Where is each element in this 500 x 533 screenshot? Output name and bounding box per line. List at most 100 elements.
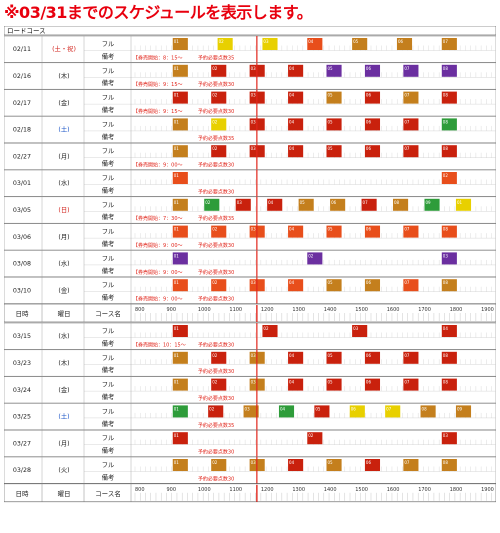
session-number: 04 xyxy=(289,119,295,124)
session-number: 04 xyxy=(308,39,314,44)
session-block xyxy=(172,225,188,238)
day-weekday: (月) xyxy=(58,152,69,160)
day-date: 03/10 xyxy=(13,287,31,294)
hour-label: 1700 xyxy=(418,307,431,313)
course-note: 備考 xyxy=(102,365,115,374)
course-note: 備考 xyxy=(102,446,115,455)
course-bar xyxy=(4,26,496,36)
day-date: 02/27 xyxy=(13,153,31,160)
course-full: フル xyxy=(102,407,115,415)
session-number: 08 xyxy=(443,460,449,465)
hour-label: 1400 xyxy=(324,487,337,493)
session-block xyxy=(352,325,368,337)
session-block xyxy=(441,145,457,158)
session-block xyxy=(288,351,304,364)
hour-label: 1000 xyxy=(198,487,211,493)
session-number: 02 xyxy=(212,353,218,358)
session-number: 05 xyxy=(327,353,333,358)
session-block xyxy=(326,378,342,391)
session-number: 04 xyxy=(289,66,295,71)
session-number: 07 xyxy=(404,66,410,71)
course-note: 備考 xyxy=(102,293,115,302)
session-block xyxy=(349,405,365,418)
reserve-note: 予約必要点数30 xyxy=(198,475,234,482)
session-number: 03 xyxy=(251,93,257,98)
session-block xyxy=(420,405,436,418)
session-block xyxy=(424,198,440,211)
session-number: 01 xyxy=(174,39,180,44)
session-number: 07 xyxy=(363,200,369,205)
day-weekday: (水) xyxy=(58,178,69,187)
session-block xyxy=(298,198,314,211)
course-note: 備考 xyxy=(102,185,115,194)
day-weekday: (土) xyxy=(58,125,69,134)
course-note: 備考 xyxy=(102,392,115,401)
course-full: フル xyxy=(102,281,115,289)
course-note: 備考 xyxy=(102,132,115,141)
session-block xyxy=(385,405,401,418)
session-block xyxy=(326,279,342,292)
session-number: 04 xyxy=(289,353,295,358)
session-block xyxy=(403,378,419,391)
session-block xyxy=(330,198,346,211)
day-weekday: (月) xyxy=(58,439,69,447)
course-note: 備考 xyxy=(102,266,115,275)
hour-label: 1800 xyxy=(450,307,463,313)
session-block xyxy=(441,459,457,471)
session-block xyxy=(172,351,188,364)
session-block xyxy=(288,118,304,131)
hour-label: 1700 xyxy=(418,487,431,493)
session-block xyxy=(211,91,227,104)
session-block xyxy=(172,378,188,391)
day-date: 03/01 xyxy=(13,180,31,187)
session-block xyxy=(364,145,381,158)
day-date: 03/15 xyxy=(13,333,31,340)
session-number: 05 xyxy=(327,227,333,232)
course-full: フル xyxy=(102,381,115,389)
session-number: 05 xyxy=(327,280,333,285)
course-full: フル xyxy=(102,201,115,209)
session-block xyxy=(262,325,278,337)
session-number: 01 xyxy=(174,326,180,331)
hour-label: 1800 xyxy=(450,487,463,493)
reserve-note: 予約必要点数30 xyxy=(198,162,234,169)
session-number: 04 xyxy=(268,200,274,205)
session-block xyxy=(364,225,381,238)
day-date: 03/23 xyxy=(13,360,31,367)
session-number: 07 xyxy=(404,146,410,151)
session-block xyxy=(396,38,413,50)
course-note: 備考 xyxy=(102,472,115,481)
day-date: 03/05 xyxy=(13,207,31,214)
day-weekday: (土・祝) xyxy=(52,44,76,53)
hour-label: 1600 xyxy=(387,487,400,493)
reserve-note: 予約必要点数35 xyxy=(198,54,234,61)
session-number: 05 xyxy=(327,119,333,124)
reserve-note: 予約必要点数30 xyxy=(198,296,234,303)
session-block xyxy=(441,378,457,391)
day-weekday: (木) xyxy=(58,71,69,80)
hour-label: 1200 xyxy=(261,307,274,313)
session-number: 03 xyxy=(251,280,257,285)
session-number: 09 xyxy=(425,200,431,205)
session-number: 02 xyxy=(212,460,218,465)
session-number: 07 xyxy=(404,119,410,124)
session-block xyxy=(211,351,227,364)
session-number: 02 xyxy=(443,173,449,178)
session-number: 03 xyxy=(251,119,257,124)
session-number: 01 xyxy=(174,119,180,124)
reserve-note: 予約必要点数30 xyxy=(198,368,234,375)
session-number: 08 xyxy=(443,119,449,124)
session-number: 08 xyxy=(443,93,449,98)
session-block xyxy=(403,225,419,238)
session-number: 04 xyxy=(289,380,295,385)
session-block xyxy=(243,405,259,418)
session-block xyxy=(211,459,227,471)
day-date: 02/18 xyxy=(13,127,31,134)
reserve-note: 予約必要点数30 xyxy=(198,395,234,402)
session-number: 04 xyxy=(280,406,286,411)
session-number: 06 xyxy=(351,406,357,411)
day-date: 03/08 xyxy=(13,261,31,268)
session-number: 02 xyxy=(209,406,215,411)
session-block xyxy=(267,198,283,211)
